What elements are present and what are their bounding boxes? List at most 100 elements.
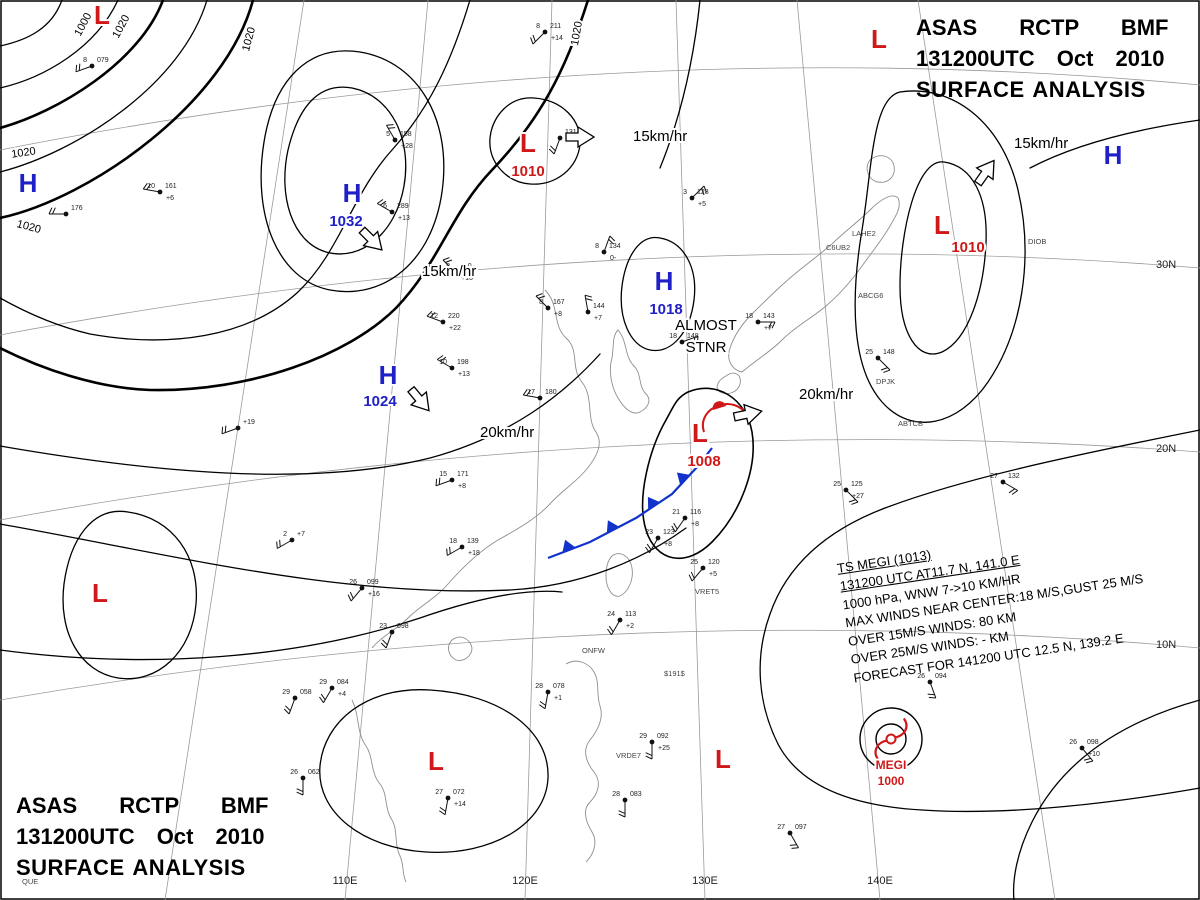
station-plot: 18 139 +18 bbox=[446, 538, 480, 557]
station-value: +6 bbox=[166, 195, 174, 202]
isobar-value: 1020 bbox=[11, 145, 37, 160]
station-value: +7 bbox=[594, 315, 602, 322]
station-value: 158 bbox=[400, 131, 412, 138]
isobar bbox=[0, 0, 63, 47]
coastline bbox=[605, 553, 633, 597]
movement-arrow bbox=[407, 385, 430, 412]
station-value: 18 bbox=[669, 333, 677, 340]
title-line-1: ASAS RCTP BMF bbox=[916, 15, 1169, 40]
station-value: 176 bbox=[71, 205, 83, 212]
station-value: 120 bbox=[708, 559, 720, 566]
station-value: 161 bbox=[165, 183, 177, 190]
station-plot: 29 084 +4 bbox=[319, 679, 349, 704]
isobar bbox=[284, 86, 407, 255]
ship-id: VRET5 bbox=[695, 587, 719, 596]
station-plot: 25 120 +5 bbox=[688, 559, 720, 582]
station-value: 132 bbox=[1008, 473, 1020, 480]
station-plot: 25 125 +27 bbox=[833, 481, 864, 505]
station-value: +10 bbox=[1088, 751, 1100, 758]
low-center: L bbox=[692, 418, 708, 448]
station-value: +7 bbox=[764, 325, 772, 332]
station-value: 128 bbox=[697, 189, 709, 196]
movement-arrow bbox=[732, 403, 763, 426]
station-value: 092 bbox=[657, 733, 669, 740]
station-value: 3 bbox=[683, 189, 687, 196]
latitude-line bbox=[0, 253, 1200, 336]
typhoon-symbol bbox=[874, 717, 908, 761]
station-value: 098 bbox=[397, 623, 409, 630]
typhoon-pressure: 1000 bbox=[878, 774, 905, 788]
latitude-label: 10N bbox=[1156, 639, 1176, 651]
ship-id: LAHE2 bbox=[852, 229, 876, 238]
station-value: 27 bbox=[435, 789, 443, 796]
station-value: 10 bbox=[439, 359, 447, 366]
station-plot: 23 123 +8 bbox=[645, 529, 675, 554]
low-center: L bbox=[94, 0, 110, 30]
station-value: 25 bbox=[690, 559, 698, 566]
station-value: 198 bbox=[457, 359, 469, 366]
station-value: +7 bbox=[688, 345, 696, 352]
station-plot: 10 198 +13 bbox=[436, 355, 470, 378]
station-plot: 28 078 +1 bbox=[535, 683, 565, 710]
ship-id: ABCG6 bbox=[858, 291, 883, 300]
station-value: 25 bbox=[865, 349, 873, 356]
station-value: 125 bbox=[851, 481, 863, 488]
low-value: 1008 bbox=[687, 453, 720, 470]
high-center: H bbox=[379, 360, 398, 390]
station-value: 116 bbox=[690, 509, 701, 516]
station-value: +7 bbox=[297, 531, 305, 538]
station-plot: 176 bbox=[48, 205, 83, 217]
station-value: 094 bbox=[935, 673, 947, 680]
station-plot: 26 099 +16 bbox=[347, 579, 380, 602]
isobar bbox=[620, 236, 696, 352]
station-value: 15 bbox=[439, 471, 447, 478]
title-line-1: ASAS RCTP BMF bbox=[16, 793, 269, 818]
station-value: 8 bbox=[536, 23, 540, 30]
station-value: 29 bbox=[282, 689, 290, 696]
coastline bbox=[609, 329, 650, 414]
station-value: 148 bbox=[883, 349, 895, 356]
station-value: 18 bbox=[449, 538, 457, 545]
station-plot: 21 116 +8 bbox=[671, 509, 701, 533]
isobar-value: 1020 bbox=[110, 13, 132, 40]
cold-front-triangle bbox=[676, 472, 690, 486]
station-value: 144 bbox=[593, 303, 605, 310]
longitude-label: 140E bbox=[867, 875, 893, 887]
chart-title-top-right: ASAS RCTP BMF 131200UTC Oct 2010 SURFACE… bbox=[916, 12, 1169, 106]
station-value: 8 bbox=[595, 243, 599, 250]
typhoon-ring bbox=[875, 723, 907, 755]
coastline bbox=[716, 372, 741, 395]
stationary-label: ALMOST bbox=[675, 317, 737, 334]
ship-id: DPJK bbox=[876, 377, 895, 386]
station-plot: 144 +7 bbox=[584, 294, 605, 322]
station-value: 167 bbox=[553, 299, 565, 306]
station-value: +2 bbox=[626, 623, 634, 630]
station-value: +13 bbox=[458, 371, 470, 378]
latitude-line bbox=[0, 629, 1200, 701]
isobar bbox=[0, 0, 255, 220]
ship-id: ONFW bbox=[582, 646, 606, 655]
isobar bbox=[319, 689, 549, 853]
station-plot: +19 bbox=[221, 419, 255, 435]
low-center: L bbox=[715, 744, 731, 774]
coastline bbox=[728, 195, 900, 373]
high-center: H bbox=[655, 266, 674, 296]
station-value: 25 bbox=[833, 481, 841, 488]
longitude-line bbox=[344, 0, 429, 900]
coastline bbox=[448, 636, 473, 661]
station-plot: 28 083 bbox=[612, 791, 642, 818]
high-value: 1032 bbox=[329, 213, 362, 230]
station-plot: 29 058 bbox=[282, 689, 312, 715]
ship-id: QUE bbox=[22, 877, 38, 886]
station-value: +27 bbox=[852, 493, 864, 500]
title-line-2: 131200UTC Oct 2010 bbox=[16, 824, 265, 850]
latitude-line bbox=[0, 439, 1200, 521]
station-value: +14 bbox=[454, 801, 466, 808]
station-value: 143 bbox=[763, 313, 775, 320]
station-plot: 8 167 +8 bbox=[535, 293, 565, 318]
station-value: +8 bbox=[458, 483, 466, 490]
longitude-label: 110E bbox=[333, 875, 358, 887]
station-value: 134 bbox=[609, 243, 621, 250]
low-center: L bbox=[520, 128, 536, 158]
isobar bbox=[0, 0, 471, 341]
